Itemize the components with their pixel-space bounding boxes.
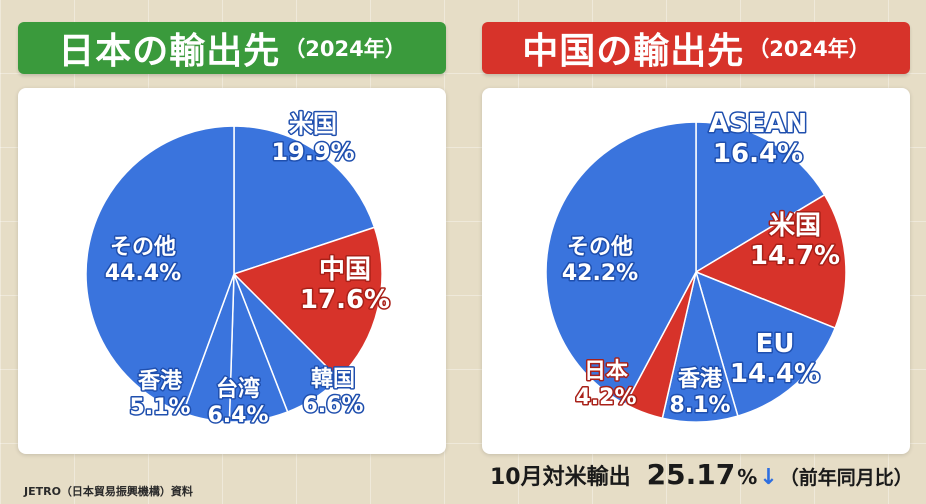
japan-slice-label-0: 米国 <box>289 110 337 138</box>
down-arrow-icon: ↓ <box>759 465 778 490</box>
footer-unit: % <box>737 465 758 489</box>
china-slice-value-2: 14.4% <box>730 359 820 389</box>
source-credit: JETRO（日本貿易振興機構）資料 <box>24 485 193 498</box>
china-slice-1 <box>694 193 847 330</box>
footer-label: 10月対米輸出 <box>490 465 631 490</box>
footer-note: （前年同月比） <box>779 467 913 489</box>
japan-slice-label-2: 韓国 <box>311 366 355 392</box>
japan-slice-5 <box>85 125 235 414</box>
china-slice-label-5: その他 <box>567 235 633 260</box>
japan-slice-value-1: 17.6% <box>300 285 390 315</box>
us-exports-footer: 10月対米輸出 25.17 % ↓ （前年同月比） <box>490 458 913 498</box>
japan-exports-year: （2024年） <box>284 37 406 61</box>
japan-exports-title: 日本の輸出先 <box>58 31 281 72</box>
japan-slice-label-5: その他 <box>110 235 176 260</box>
japan-slice-value-3: 6.4% <box>207 403 268 428</box>
china-slice-label-2: EU <box>756 329 795 359</box>
japan-exports-header: 日本の輸出先 （2024年） <box>18 22 446 74</box>
china-slice-value-1: 14.7% <box>750 241 840 271</box>
japan-slice-value-2: 6.6% <box>302 393 363 418</box>
japan-pie-panel: 米国 19.9% 中国 17.6% 韓国 6.6% 台湾 6.4% 香港 5.1% その他 44.4% <box>18 88 446 454</box>
china-slice-label-3: 香港 <box>678 367 723 392</box>
japan-slice-value-0: 19.9% <box>271 138 354 166</box>
china-exports-year: （2024年） <box>748 37 870 61</box>
japan-slice-value-5: 44.4% <box>105 261 181 286</box>
footer-value: 25.17 <box>646 458 736 491</box>
china-pie-panel: ASEAN 16.4% 米国 14.7% EU 14.4% 香港 8.1% 日本 4.2% その他 4… <box>482 88 910 454</box>
japan-slice-0 <box>233 125 376 276</box>
china-slice-2 <box>694 270 837 417</box>
china-slice-value-5: 42.2% <box>562 261 638 286</box>
china-slice-5 <box>545 121 697 406</box>
china-slice-label-1: 米国 <box>769 211 821 241</box>
china-exports-header: 中国の輸出先 （2024年） <box>482 22 910 74</box>
china-slice-value-0: 16.4% <box>713 139 803 169</box>
japan-slice-label-4: 香港 <box>138 369 183 394</box>
china-slice-value-4: 4.2% <box>575 385 636 410</box>
china-slice-label-0: ASEAN <box>709 109 808 139</box>
china-slice-value-3: 8.1% <box>669 393 730 418</box>
japan-slice-label-1: 中国 <box>319 255 371 285</box>
japan-slice-label-3: 台湾 <box>216 376 260 402</box>
china-exports-title: 中国の輸出先 <box>522 31 745 72</box>
japan-slice-1 <box>232 226 383 380</box>
china-slice-0 <box>695 121 826 274</box>
japan-slice-value-4: 5.1% <box>129 395 190 420</box>
china-slice-label-4: 日本 <box>584 359 628 384</box>
